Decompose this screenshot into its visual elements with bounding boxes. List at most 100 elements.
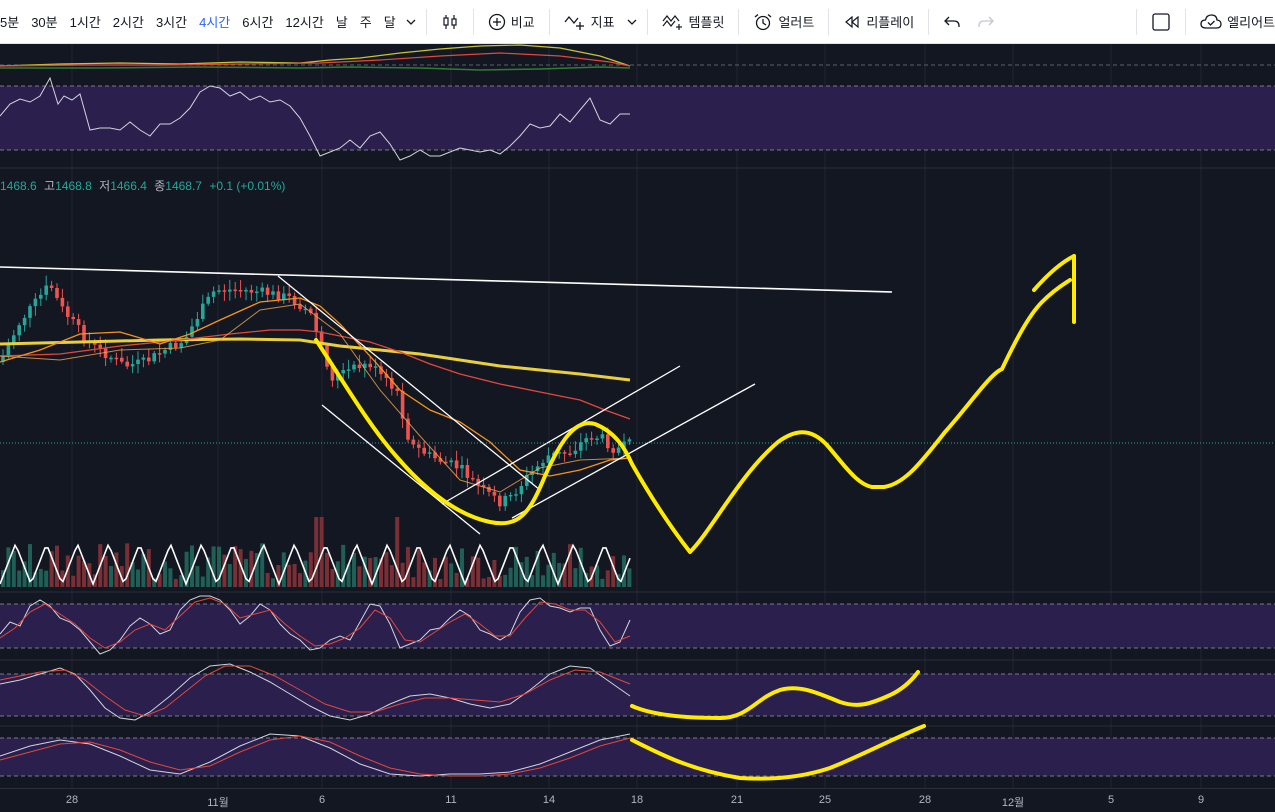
- alert-button[interactable]: 얼러트: [745, 12, 822, 31]
- volume-bar: [530, 575, 535, 587]
- user-drawings[interactable]: [314, 254, 1076, 781]
- candle-body: [71, 316, 75, 320]
- volume-bar: [551, 552, 556, 587]
- volume-bar: [449, 563, 454, 587]
- indicators-button[interactable]: 지표: [556, 12, 623, 31]
- candle-body: [222, 290, 227, 292]
- candle-body: [233, 289, 237, 292]
- candle-body: [357, 364, 362, 369]
- volume-bar: [249, 550, 254, 587]
- candle-body: [211, 291, 216, 297]
- candle-body: [481, 484, 486, 487]
- replay-button[interactable]: 리플레이: [835, 12, 922, 31]
- volume-bar: [60, 570, 65, 587]
- volume-bar: [557, 563, 562, 587]
- volume-bar: [271, 578, 275, 587]
- volume-bar: [28, 544, 32, 587]
- timeframe-5m[interactable]: 5분: [0, 15, 20, 30]
- freehand-stoch-forecast-1[interactable]: [630, 670, 920, 720]
- candle-body: [611, 448, 615, 453]
- cloud-save-button[interactable]: 엘리어트: [1192, 12, 1275, 31]
- candle-body: [60, 297, 65, 307]
- timeframe-30m[interactable]: 30분: [31, 15, 58, 30]
- candle-body: [271, 291, 275, 295]
- volume-bar: [362, 556, 367, 587]
- candle-body: [136, 359, 140, 365]
- volume-bar: [438, 578, 443, 587]
- timeframe-day[interactable]: 날: [335, 15, 348, 30]
- plus-circle-icon: [488, 13, 505, 30]
- ohlc-high-label: 고: [44, 179, 56, 193]
- volume-bar: [6, 547, 11, 587]
- ohlc-open-value: 1468.6: [0, 179, 37, 193]
- timeframe-month[interactable]: 달: [383, 15, 396, 30]
- stoch1-k-line: [0, 595, 631, 655]
- compare-button[interactable]: 비교: [480, 12, 543, 31]
- candle-body: [573, 450, 578, 455]
- rewind-icon: [845, 15, 859, 28]
- volume-bar: [595, 565, 599, 587]
- volume-bar: [508, 567, 513, 587]
- volume-bar: [616, 574, 621, 587]
- candle-body: [519, 485, 524, 495]
- rsi-band: [0, 86, 1275, 150]
- candle-body: [179, 343, 183, 348]
- chart-canvas[interactable]: [0, 44, 1275, 788]
- volume-bar: [562, 563, 567, 587]
- candle-body: [514, 494, 518, 496]
- candle-body: [568, 453, 572, 455]
- candle-body: [411, 439, 416, 445]
- candle-body: [49, 285, 54, 288]
- candle-body: [444, 461, 448, 464]
- timeframe-2h[interactable]: 2시간: [112, 15, 144, 30]
- chart-type-button[interactable]: [433, 13, 467, 31]
- time-axis[interactable]: 28 11월 6 11 14 18 21 25 28 12월 5 9: [0, 788, 1275, 812]
- candle-body: [260, 287, 264, 292]
- undo-button[interactable]: [935, 13, 969, 31]
- candle-body: [319, 331, 324, 346]
- volume-bar: [443, 556, 448, 587]
- candle-body: [76, 319, 81, 326]
- templates-button[interactable]: 템플릿: [654, 12, 733, 31]
- volume-bar: [222, 554, 227, 587]
- candle-body: [39, 294, 43, 299]
- candle-body: [503, 495, 507, 507]
- ohlc-low-label: 저: [99, 179, 111, 193]
- volume-bar: [17, 570, 22, 587]
- timeframe-1h[interactable]: 1시간: [69, 15, 101, 30]
- candle-body: [622, 441, 626, 448]
- timeframe-6h[interactable]: 6시간: [242, 15, 274, 30]
- volume-bar: [82, 561, 86, 587]
- volume-bar: [605, 570, 610, 587]
- indicators-dropdown-chevron-icon[interactable]: [623, 14, 641, 29]
- candle-body: [492, 491, 497, 496]
- volume-bar: [379, 558, 383, 587]
- time-axis-label: 9: [1197, 794, 1205, 806]
- candle-body: [12, 335, 16, 345]
- volume-bar: [573, 568, 578, 587]
- volume-bar: [200, 576, 205, 587]
- timeframe-week[interactable]: 주: [359, 15, 372, 30]
- timeframe-12h[interactable]: 12시간: [285, 15, 324, 30]
- volume-bar: [627, 568, 632, 587]
- fullscreen-button[interactable]: [1143, 12, 1179, 32]
- candle-body: [460, 465, 464, 469]
- volume-bar: [400, 562, 405, 587]
- candle-body: [217, 290, 221, 292]
- volume-bar: [524, 556, 529, 587]
- ohlc-high-value: 1468.8: [55, 179, 92, 193]
- candle-body: [400, 390, 405, 419]
- timeframe-4h[interactable]: 4시간: [199, 15, 231, 30]
- volume-bar: [433, 557, 437, 587]
- timeframe-dropdown-chevron-icon[interactable]: [402, 14, 420, 29]
- candle-body: [255, 291, 259, 294]
- timeframe-3h[interactable]: 3시간: [155, 15, 188, 30]
- freehand-forecast-path[interactable]: [314, 278, 1072, 554]
- redo-button[interactable]: [969, 13, 1003, 31]
- candle-body: [476, 478, 480, 485]
- arrow-head[interactable]: [1032, 254, 1076, 292]
- candle-body: [541, 462, 545, 467]
- freehand-stoch-forecast-2[interactable]: [630, 724, 926, 781]
- volume-bar: [584, 572, 589, 587]
- volume-bar: [114, 552, 119, 587]
